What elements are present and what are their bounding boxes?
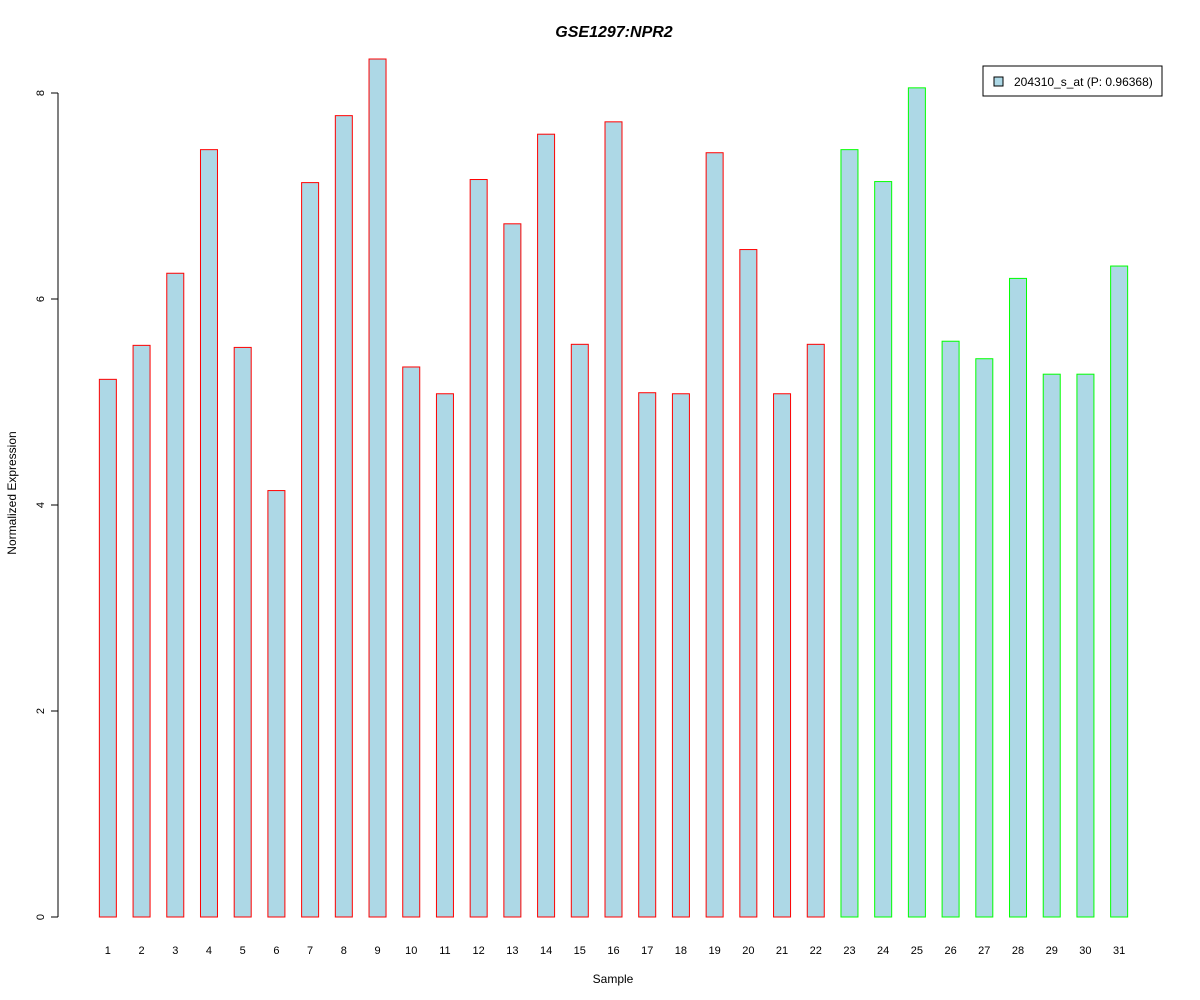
- y-tick-label: 2: [35, 708, 47, 714]
- bar-sample-1: [98, 378, 117, 918]
- bar-sample-25: [907, 87, 926, 918]
- x-tick-label: 3: [172, 945, 178, 957]
- x-tick-label: 7: [307, 945, 313, 957]
- x-tick-label: 15: [574, 945, 586, 957]
- x-tick-label: 26: [944, 945, 956, 957]
- legend-swatch: [993, 76, 1004, 87]
- bar-sample-19: [705, 152, 724, 918]
- bar-sample-5: [233, 346, 252, 918]
- bar-sample-15: [570, 343, 589, 918]
- x-tick-labels: 1 2 3 4 5 6 7 8 9 10 11 12 13 14 15 16 17 18 19 20 21 22 23 24 2…: [105, 945, 1125, 957]
- bar-sample-29: [1042, 373, 1061, 918]
- chart-title: GSE1297:NPR2: [555, 24, 672, 41]
- x-tick-label: 5: [240, 945, 246, 957]
- bar-sample-26: [941, 340, 960, 918]
- x-tick-label: 31: [1113, 945, 1125, 957]
- bar-sample-13: [503, 223, 522, 918]
- legend-label: 204310_s_at (P: 0.96368): [1014, 75, 1153, 89]
- bar-sample-10: [402, 366, 421, 918]
- bar-sample-17: [638, 392, 657, 918]
- x-axis-label: Sample: [593, 972, 634, 986]
- bar-sample-7: [301, 182, 320, 918]
- x-tick-label: 9: [374, 945, 380, 957]
- bar-sample-28: [1009, 277, 1028, 918]
- x-tick-label: 28: [1012, 945, 1024, 957]
- bar-sample-3: [166, 272, 185, 918]
- x-tick-label: 24: [877, 945, 889, 957]
- bar-sample-27: [975, 358, 994, 918]
- x-tick-label: 4: [206, 945, 212, 957]
- bar-sample-22: [806, 343, 825, 918]
- x-tick-label: 29: [1046, 945, 1058, 957]
- bar-sample-14: [537, 133, 556, 918]
- x-tick-label: 20: [742, 945, 754, 957]
- x-tick-label: 10: [405, 945, 417, 957]
- bar-sample-18: [671, 393, 690, 918]
- x-tick-label: 23: [843, 945, 855, 957]
- y-axis-label: Normalized Expression: [5, 431, 19, 554]
- bar-sample-11: [435, 393, 454, 918]
- x-tick-label: 18: [675, 945, 687, 957]
- y-axis: 0 2 4 6 8: [35, 90, 59, 920]
- x-tick-label: 25: [911, 945, 923, 957]
- x-tick-label: 21: [776, 945, 788, 957]
- x-tick-label: 22: [810, 945, 822, 957]
- x-tick-label: 1: [105, 945, 111, 957]
- x-tick-label: 30: [1079, 945, 1091, 957]
- legend-box: [982, 65, 1163, 97]
- bar-sample-24: [874, 181, 893, 918]
- x-tick-label: 2: [139, 945, 145, 957]
- x-tick-label: 6: [273, 945, 279, 957]
- x-tick-label: 8: [341, 945, 347, 957]
- bar-sample-16: [604, 121, 623, 918]
- bar-sample-6: [267, 490, 286, 918]
- bar-sample-21: [773, 393, 792, 918]
- bar-sample-20: [739, 249, 758, 918]
- bar-sample-8: [334, 115, 353, 918]
- x-tick-label: 13: [506, 945, 518, 957]
- legend: 204310_s_at (P: 0.96368): [982, 65, 1163, 97]
- bar-sample-2: [132, 344, 151, 918]
- y-tick-label: 6: [35, 296, 47, 302]
- bar-sample-30: [1076, 373, 1095, 918]
- bar-sample-23: [840, 149, 859, 918]
- bar-sample-9: [368, 58, 387, 918]
- bars: [98, 58, 1129, 918]
- y-tick-label: 0: [35, 914, 47, 920]
- x-tick-label: 12: [473, 945, 485, 957]
- bar-sample-31: [1110, 265, 1129, 918]
- y-tick-label: 8: [35, 90, 47, 96]
- bar-sample-12: [469, 179, 488, 918]
- y-tick-label: 4: [35, 502, 47, 508]
- x-tick-label: 11: [439, 945, 450, 957]
- bar-sample-4: [199, 149, 218, 918]
- x-tick-label: 27: [978, 945, 990, 957]
- x-tick-label: 16: [607, 945, 619, 957]
- x-tick-label: 17: [641, 945, 653, 957]
- x-tick-label: 14: [540, 945, 552, 957]
- x-tick-label: 19: [709, 945, 721, 957]
